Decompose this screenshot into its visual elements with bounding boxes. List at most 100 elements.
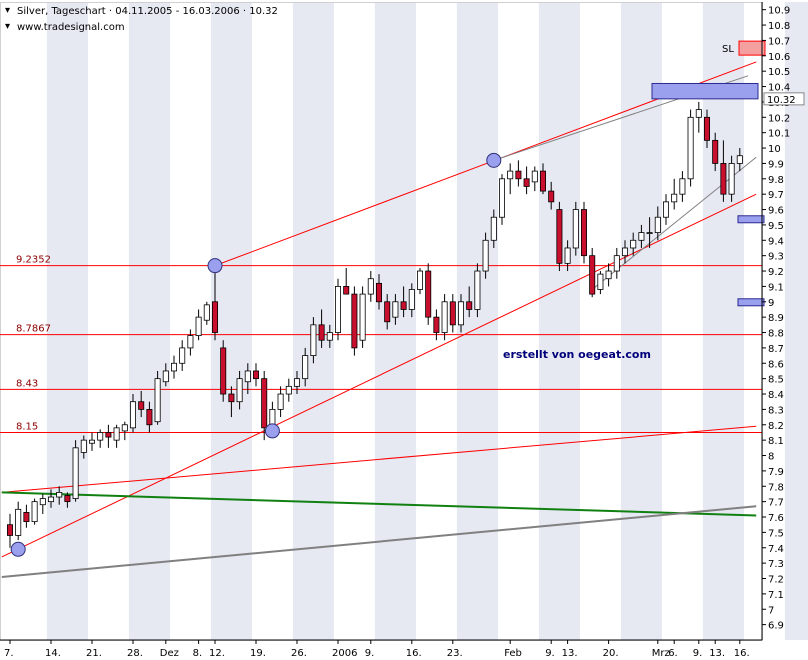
x-tick-label: 8. bbox=[193, 648, 203, 659]
candle-body bbox=[252, 370, 259, 380]
y-tick-label: 7.4 bbox=[768, 544, 784, 555]
candle-body bbox=[605, 270, 612, 280]
candle-body bbox=[457, 301, 464, 326]
x-tick-label: Dez bbox=[160, 648, 179, 659]
pivot-circle bbox=[10, 541, 26, 557]
candle-body bbox=[622, 247, 629, 257]
y-tick-label: 9.4 bbox=[768, 236, 784, 247]
pivot-circle bbox=[264, 423, 280, 439]
candle-body bbox=[408, 289, 415, 310]
week-band bbox=[46, 2, 88, 640]
candle-body bbox=[72, 447, 79, 499]
candle-body bbox=[236, 378, 243, 403]
y-tick-label: 8.6 bbox=[768, 359, 784, 370]
candle-body bbox=[261, 378, 268, 429]
y-tick-label: 9.3 bbox=[768, 252, 784, 263]
candle-body bbox=[15, 508, 22, 536]
candle-body bbox=[416, 270, 423, 290]
candle-body bbox=[48, 496, 55, 503]
x-tick-label: 6. bbox=[668, 648, 678, 659]
candle-body bbox=[31, 501, 38, 523]
candle-body bbox=[326, 332, 333, 341]
candle-body bbox=[515, 170, 522, 180]
candle-body bbox=[170, 362, 177, 372]
source-label: www.tradesignal.com bbox=[17, 22, 125, 33]
y-tick-label: 8.5 bbox=[768, 375, 784, 386]
candle-body bbox=[687, 116, 694, 180]
candle-body bbox=[597, 273, 604, 290]
x-tick-label: 9. bbox=[545, 648, 555, 659]
source-icon: ▾ bbox=[5, 21, 10, 32]
candle-body bbox=[203, 304, 210, 321]
candle-body bbox=[23, 512, 30, 523]
candle-body bbox=[310, 324, 317, 356]
candle-body bbox=[712, 139, 719, 164]
pivot-circle bbox=[486, 152, 502, 168]
x-tick-label: 7. bbox=[4, 648, 14, 659]
y-tick-label: 9.6 bbox=[768, 206, 784, 217]
long-term-support-line bbox=[1, 425, 757, 493]
candle-body bbox=[523, 178, 530, 187]
candle-body bbox=[531, 170, 538, 183]
candle-body bbox=[392, 301, 399, 318]
y-tick-label: 9.5 bbox=[768, 221, 784, 232]
week-band bbox=[784, 2, 808, 640]
candle-body bbox=[720, 163, 727, 195]
last-price-label: 10.32 bbox=[767, 95, 796, 106]
candle-body bbox=[482, 239, 489, 272]
moving-average-line bbox=[1, 491, 757, 517]
x-tick-label: 9. bbox=[693, 648, 703, 659]
pivot-circle bbox=[207, 258, 223, 274]
candle-body bbox=[138, 401, 145, 410]
candle-body bbox=[441, 301, 448, 333]
stop-loss-box bbox=[738, 40, 766, 56]
y-tick-label: 7 bbox=[768, 605, 774, 616]
x-tick-label: 23. bbox=[447, 648, 463, 659]
y-tick-label: 9.8 bbox=[768, 175, 784, 186]
week-band bbox=[702, 2, 744, 640]
candle-body bbox=[728, 163, 735, 195]
y-tick-label: 7.3 bbox=[768, 559, 784, 570]
candle-body bbox=[302, 355, 309, 380]
candle-body bbox=[359, 293, 366, 341]
candle-body bbox=[466, 301, 473, 310]
candle-body bbox=[679, 178, 686, 195]
candle-body bbox=[581, 209, 588, 257]
candle-body bbox=[736, 155, 743, 164]
candle-body bbox=[704, 116, 711, 141]
candle-body bbox=[105, 432, 112, 438]
y-tick-label: 10 bbox=[768, 144, 781, 155]
x-tick-label: 9. bbox=[365, 648, 375, 659]
y-tick-label: 8.1 bbox=[768, 436, 784, 447]
candle-body bbox=[269, 408, 276, 426]
candle-body bbox=[64, 495, 71, 503]
y-tick-label: 10.8 bbox=[768, 21, 790, 32]
candles bbox=[7, 101, 743, 548]
candle-body bbox=[425, 270, 432, 318]
y-tick-label: 10.1 bbox=[768, 129, 790, 140]
candle-body bbox=[293, 378, 300, 387]
last-price-box bbox=[763, 92, 805, 106]
y-tick-label: 10.2 bbox=[768, 113, 790, 124]
week-band bbox=[128, 2, 170, 640]
candle-body bbox=[548, 190, 555, 203]
pivot-markers bbox=[10, 152, 502, 557]
price-axis: 10.910.810.710.610.510.410.310.210.1109.… bbox=[761, 2, 805, 640]
candle-body bbox=[384, 301, 391, 323]
y-tick-label: 7.5 bbox=[768, 528, 784, 539]
candle-body bbox=[613, 255, 620, 272]
y-tick-label: 10.5 bbox=[768, 67, 790, 78]
candle-body bbox=[7, 524, 13, 536]
candle-body bbox=[507, 170, 514, 180]
horizontal-levels: 9.2352 8.7867 8.43 8.15 bbox=[0, 255, 762, 433]
x-tick-label: 26. bbox=[291, 648, 307, 659]
candle-body bbox=[121, 424, 128, 432]
y-tick-label: 8.4 bbox=[768, 390, 784, 401]
candle-body bbox=[179, 347, 186, 364]
candle-body bbox=[80, 439, 87, 453]
y-tick-label: 9.1 bbox=[768, 282, 784, 293]
candle-body bbox=[162, 370, 169, 383]
week-band bbox=[538, 2, 580, 640]
candle-body bbox=[375, 282, 382, 303]
